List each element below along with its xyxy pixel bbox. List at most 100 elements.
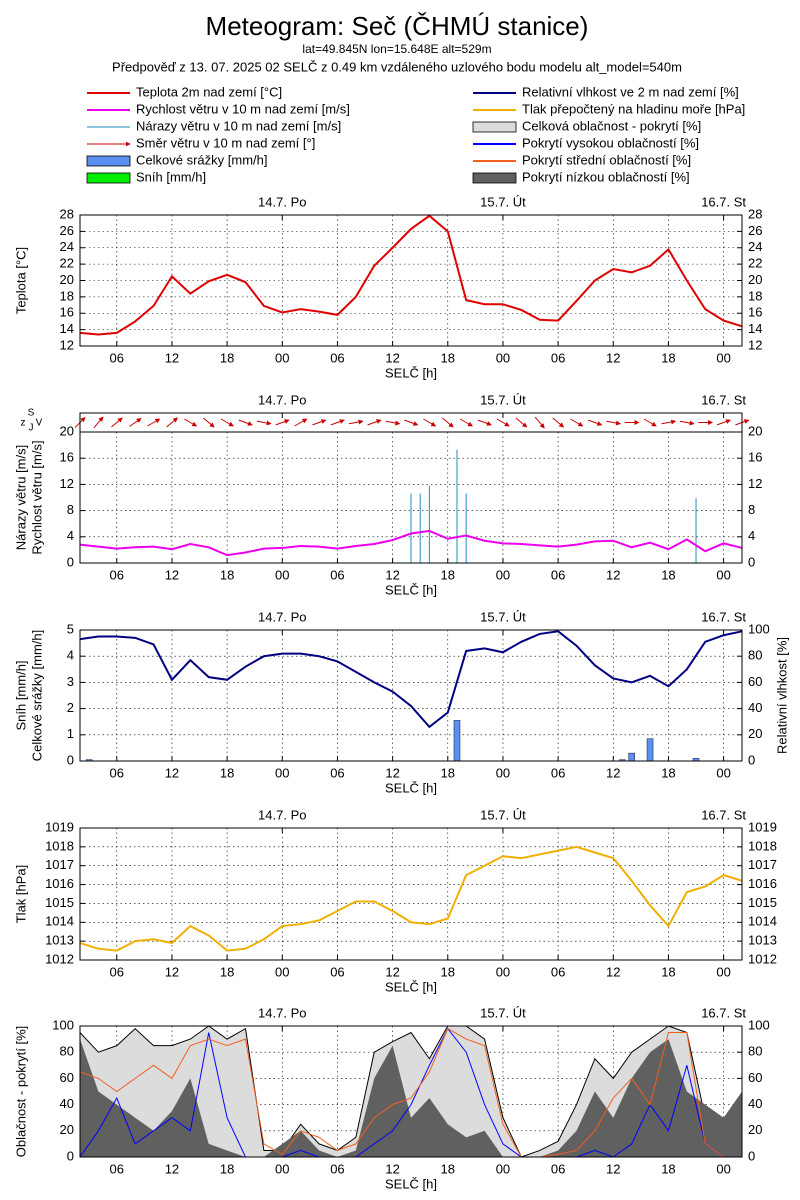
day-label: 15.7. Út: [480, 807, 526, 822]
day-label: 16.7. St: [701, 392, 746, 407]
y-tick-label: 0: [67, 1148, 74, 1163]
x-tick-label: 00: [496, 964, 510, 979]
data-line: [79, 1027, 742, 1158]
plot-area: [80, 630, 742, 761]
x-tick-label: 18: [661, 567, 675, 582]
x-tick-label: 12: [606, 964, 620, 979]
x-tick-label: 06: [110, 1161, 124, 1176]
x-tick-label: 06: [551, 1161, 565, 1176]
y-tick-label-right: 20: [748, 272, 762, 287]
x-tick-label: 18: [661, 1161, 675, 1176]
x-axis-label: SELČ [h]: [385, 979, 437, 994]
y-tick-label: 2: [67, 700, 74, 715]
y-tick-label-right: 16: [748, 305, 762, 320]
y-tick-label-right: 1013: [748, 933, 777, 948]
x-tick-label: 12: [606, 350, 620, 365]
legend-label: Celkové srážky [mm/h]: [136, 152, 267, 167]
data-line: [79, 214, 743, 336]
x-tick-label: 12: [385, 567, 399, 582]
y-axis-label: Celkové srážky [mm/h]: [29, 630, 44, 761]
y-tick-label: 3: [67, 674, 74, 689]
x-tick-label: 12: [165, 964, 179, 979]
legend-symbol: [472, 121, 517, 133]
wind-arrow: [294, 418, 308, 427]
wind-arrow: [496, 418, 510, 427]
y-tick-label-right: 26: [748, 223, 762, 238]
x-tick-label: 18: [661, 350, 675, 365]
y-tick-label-right: 12: [748, 476, 762, 491]
x-tick-label: 00: [716, 765, 730, 780]
data-line: [79, 529, 743, 557]
day-label: 16.7. St: [701, 609, 746, 624]
legend-label: Pokrytí střední oblačností [%]: [522, 152, 691, 167]
wind-arrow: [238, 419, 253, 426]
day-label: 14.7. Po: [258, 392, 306, 407]
x-tick-label: 12: [165, 765, 179, 780]
legend-label: Rychlost větru v 10 m nad zemí [m/s]: [136, 101, 350, 116]
day-label: 16.7. St: [701, 1005, 746, 1020]
y-axis-label: Nárazy větru [m/s]: [13, 445, 28, 550]
y2-tick-label: 0: [748, 752, 755, 767]
legend-label: Teplota 2m nad zemí [°C]: [136, 84, 282, 99]
y-tick-label: 20: [60, 423, 74, 438]
y-tick-label-right: 0: [748, 554, 755, 569]
x-tick-label: 06: [110, 964, 124, 979]
y2-axis-label: Relativní vlhkost [%]: [774, 637, 789, 754]
x-tick-label: 18: [220, 964, 234, 979]
x-tick-label: 06: [330, 1161, 344, 1176]
x-tick-label: 18: [661, 765, 675, 780]
precip-bar: [453, 720, 461, 762]
compass-west: z: [21, 418, 26, 429]
title: Meteogram: Seč (ČHMÚ stanice): [206, 11, 589, 41]
legend-label: Směr větru v 10 m nad zemí [°]: [136, 135, 315, 150]
y-axis-label: Tlak [hPa]: [13, 865, 28, 924]
y2-tick-label: 20: [748, 726, 762, 741]
plot-area: [80, 828, 742, 960]
wind-arrow: [220, 418, 234, 427]
y-tick-label: 40: [60, 1096, 74, 1111]
x-tick-label: 18: [441, 964, 455, 979]
y-tick-label-right: 8: [748, 502, 755, 517]
x-tick-label: 06: [110, 567, 124, 582]
wind-arrow: [166, 417, 178, 428]
day-label: 16.7. St: [701, 194, 746, 209]
y-tick-label: 1014: [45, 914, 74, 929]
x-tick-label: 06: [110, 765, 124, 780]
wind-arrow: [442, 417, 454, 428]
plot-border: [79, 214, 743, 347]
x-tick-label: 18: [220, 1161, 234, 1176]
y-tick-label: 20: [60, 1122, 74, 1137]
x-tick-label: 12: [606, 765, 620, 780]
x-tick-label: 18: [441, 1161, 455, 1176]
day-label: 15.7. Út: [480, 194, 526, 209]
precip-bar: [646, 738, 654, 762]
compass-south: J: [29, 423, 34, 434]
x-axis-label: SELČ [h]: [385, 365, 437, 380]
x-tick-label: 06: [551, 567, 565, 582]
data-line: [79, 845, 743, 952]
y-axis-label: Rychlost větru [m/s]: [29, 440, 44, 554]
wind-arrow: [716, 419, 731, 426]
wind-arrow: [111, 417, 123, 428]
y-tick-label: 1018: [45, 838, 74, 853]
legend-label: Nárazy větru v 10 m nad zemí [m/s]: [136, 118, 341, 133]
legend-symbol: [86, 172, 131, 184]
x-axis-label: SELČ [h]: [385, 780, 437, 795]
legend-label: Pokrytí vysokou oblačností [%]: [522, 135, 699, 150]
y-tick-label: 1016: [45, 876, 74, 891]
x-tick-label: 12: [385, 765, 399, 780]
wind-arrow: [93, 416, 104, 429]
data-line: [79, 630, 743, 729]
y-tick-label: 4: [67, 528, 74, 543]
x-tick-label: 12: [606, 567, 620, 582]
y-tick-label: 1015: [45, 895, 74, 910]
legend-label: Pokrytí nízkou oblačností [%]: [522, 169, 690, 184]
wind-arrow: [147, 418, 161, 427]
plot-area: [80, 215, 742, 346]
legend-label: Tlak přepočtený na hladinu moře [hPa]: [522, 101, 745, 116]
x-tick-label: 18: [441, 765, 455, 780]
wind-arrow: [312, 419, 327, 426]
x-tick-label: 06: [551, 964, 565, 979]
